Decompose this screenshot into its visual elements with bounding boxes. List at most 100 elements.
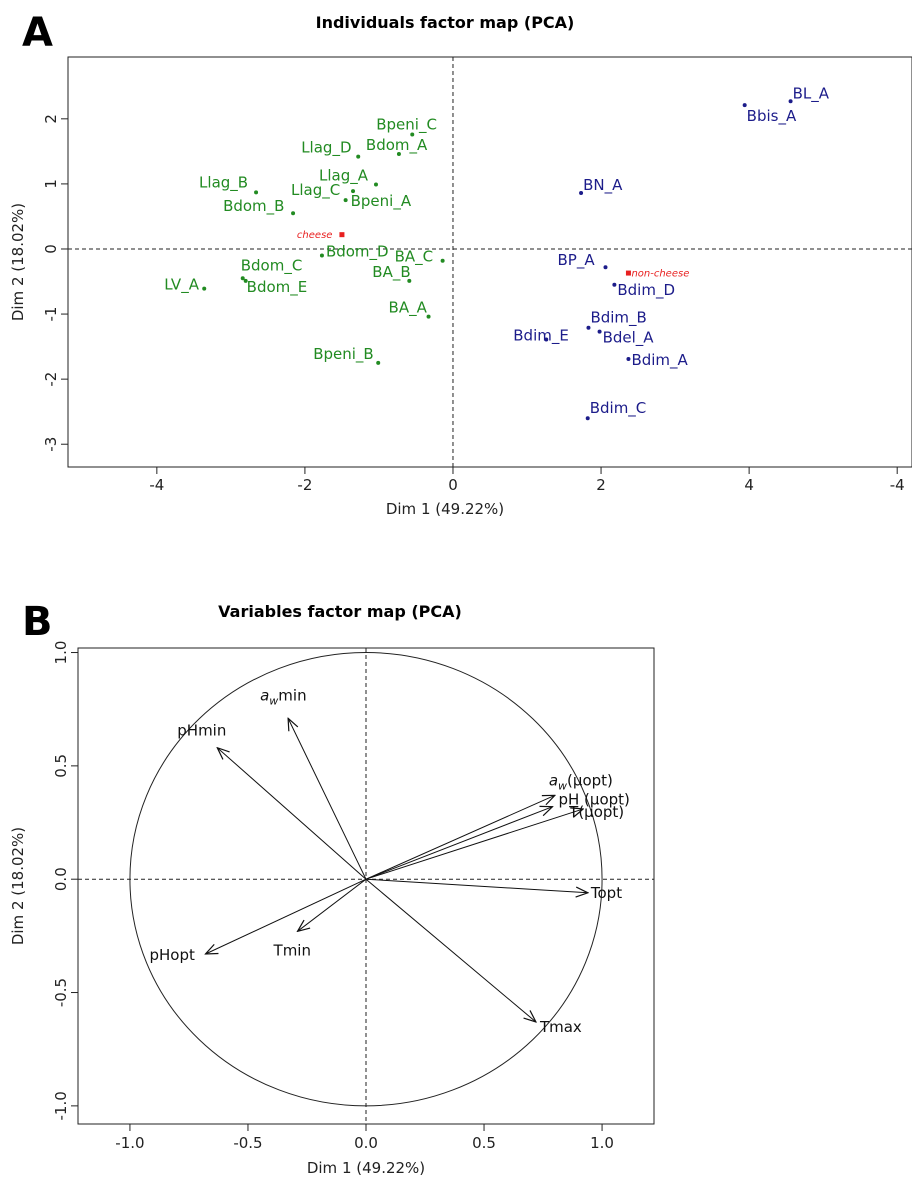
panel-b-x-label: Dim 1 (49.22%) bbox=[307, 1159, 425, 1177]
point-marker bbox=[612, 282, 617, 287]
vector-arrow bbox=[288, 718, 367, 880]
panel-b-x-tick-label: 0.5 bbox=[472, 1134, 496, 1152]
vector-arrow bbox=[298, 878, 367, 931]
point-bp-a: BP_A bbox=[557, 251, 608, 270]
vector-aw-min: awmin bbox=[260, 686, 367, 880]
point-marker bbox=[356, 154, 361, 159]
point-label: Bpeni_C bbox=[376, 115, 437, 134]
point-label: BN_A bbox=[583, 176, 623, 195]
point-llag-b: Llag_B bbox=[199, 173, 259, 195]
point-marker bbox=[291, 211, 296, 216]
panel-a-zero-lines bbox=[68, 57, 912, 467]
vector-aw-mu-opt: aw(μopt) bbox=[365, 771, 613, 880]
point-marker bbox=[410, 132, 415, 137]
vector-arrow bbox=[365, 878, 588, 893]
vector-tmax: Tmax bbox=[365, 878, 582, 1036]
point-label: Bbis_A bbox=[747, 107, 797, 126]
panel-b-vectors: awmin pHmin aw(μopt)pH (μopt)T(μopt) Topt Tm… bbox=[149, 686, 629, 1036]
point-label: Llag_D bbox=[301, 139, 351, 158]
point-llag-c: Llag_C bbox=[291, 181, 356, 200]
point-marker bbox=[788, 99, 793, 104]
point-bdom-d: Bdom_D bbox=[319, 242, 389, 261]
point-bdom-a: Bdom_A bbox=[366, 136, 428, 156]
panel-a-x-tick-label: 0 bbox=[448, 476, 458, 494]
point-label: Bpeni_B bbox=[313, 345, 374, 364]
supplementary-label: cheese bbox=[297, 230, 333, 241]
vector-label: pHmin bbox=[177, 722, 226, 740]
point-bdim-d: Bdim_D bbox=[612, 281, 675, 300]
point-label: Bdom_D bbox=[326, 242, 389, 261]
panel-b-y-label: Dim 2 (18.02%) bbox=[9, 827, 27, 945]
point-bdom-e: Bdom_E bbox=[243, 278, 308, 297]
point-label: Bdim_E bbox=[513, 326, 569, 345]
point-marker bbox=[343, 198, 348, 203]
point-marker bbox=[586, 325, 591, 330]
vector-arrow bbox=[365, 878, 536, 1022]
vector-arrow bbox=[217, 748, 367, 880]
point-bbis-a: Bbis_A bbox=[742, 103, 797, 126]
point-ba-b: BA_B bbox=[372, 263, 412, 283]
vector-ph-mu-opt: pH (μopt) bbox=[365, 791, 630, 880]
vector-tmin: Tmin bbox=[273, 878, 367, 959]
point-bpeni-c: Bpeni_C bbox=[376, 115, 437, 137]
point-bdim-b: Bdim_B bbox=[586, 309, 647, 330]
point-bn-a: BN_A bbox=[579, 176, 623, 196]
point-label: Bdim_C bbox=[590, 399, 647, 418]
vector-label: pH (μopt) bbox=[558, 791, 629, 809]
point-marker bbox=[407, 278, 412, 283]
point-bpeni-a: Bpeni_A bbox=[343, 192, 412, 211]
vector-arrow bbox=[365, 795, 555, 880]
panel-b: B Variables factor map (PCA) -1.0 -0.5 0.0… bbox=[9, 599, 655, 1177]
point-label: Bdom_E bbox=[247, 278, 308, 297]
point-marker bbox=[376, 360, 381, 365]
point-bl-a: BL_A bbox=[788, 84, 830, 104]
point-bdim-c: Bdim_C bbox=[585, 399, 647, 421]
panel-a-x-ticks: -4 -2 0 2 4 -4 bbox=[149, 467, 905, 494]
point-cheese: cheese bbox=[297, 230, 345, 241]
vector-label: awmin bbox=[260, 686, 307, 707]
panel-b-x-tick-label: 1.0 bbox=[590, 1134, 614, 1152]
vector-label: aw(μopt) bbox=[549, 771, 613, 792]
panel-b-y-tick-label: 0.5 bbox=[52, 754, 70, 778]
panel-a-x-tick-label: -4 bbox=[149, 476, 164, 494]
point-label: LV_A bbox=[164, 276, 199, 295]
vector-topt: Topt bbox=[365, 878, 622, 902]
point-label: Bdim_D bbox=[617, 281, 675, 300]
panel-a-plot-frame bbox=[67, 56, 912, 468]
point-marker bbox=[351, 189, 356, 194]
panel-b-y-tick-label: 0.0 bbox=[52, 867, 70, 891]
supplementary-label: non-cheese bbox=[631, 269, 689, 280]
panel-a-y-ticks: -3 -2 -1 0 1 2 bbox=[42, 114, 68, 452]
vector-arrow bbox=[365, 809, 583, 880]
panel-a-y-tick-label: -3 bbox=[42, 437, 60, 452]
vector-t-mu-opt: T(μopt) bbox=[365, 803, 624, 880]
panel-b-letter: B bbox=[22, 599, 53, 645]
point-lv-a: LV_A bbox=[164, 276, 207, 295]
vector-label: pHopt bbox=[149, 946, 194, 964]
panel-a-y-tick-label: 1 bbox=[42, 179, 60, 189]
point-ba-a: BA_A bbox=[389, 299, 431, 319]
vector-label: Tmax bbox=[539, 1018, 582, 1036]
panel-a-letter: A bbox=[22, 10, 53, 56]
panel-b-y-tick-label: 1.0 bbox=[52, 641, 70, 665]
panel-b-y-tick-label: -1.0 bbox=[52, 1091, 70, 1120]
point-label: Bdom_A bbox=[366, 136, 428, 155]
point-bpeni-b: Bpeni_B bbox=[313, 345, 381, 365]
panel-a-x-label: Dim 1 (49.22%) bbox=[386, 500, 504, 518]
vector-phmin: pHmin bbox=[177, 722, 367, 880]
point-bdim-a: Bdim_A bbox=[626, 351, 689, 370]
point-marker bbox=[254, 190, 259, 195]
panel-a-x-tick-label: 4 bbox=[744, 476, 754, 494]
point-label: Bdom_B bbox=[223, 197, 284, 216]
point-marker bbox=[396, 151, 401, 156]
panel-b-zero-lines bbox=[78, 648, 654, 1124]
panel-b-x-tick-label: 0.0 bbox=[354, 1134, 378, 1152]
panel-a-x-tick-label: 2 bbox=[596, 476, 606, 494]
panel-b-x-tick-label: -0.5 bbox=[233, 1134, 262, 1152]
vector-arrow bbox=[205, 878, 367, 954]
vector-phopt: pHopt bbox=[149, 878, 367, 964]
point-marker bbox=[202, 286, 207, 291]
panel-a-y-tick-label: -1 bbox=[42, 307, 60, 322]
